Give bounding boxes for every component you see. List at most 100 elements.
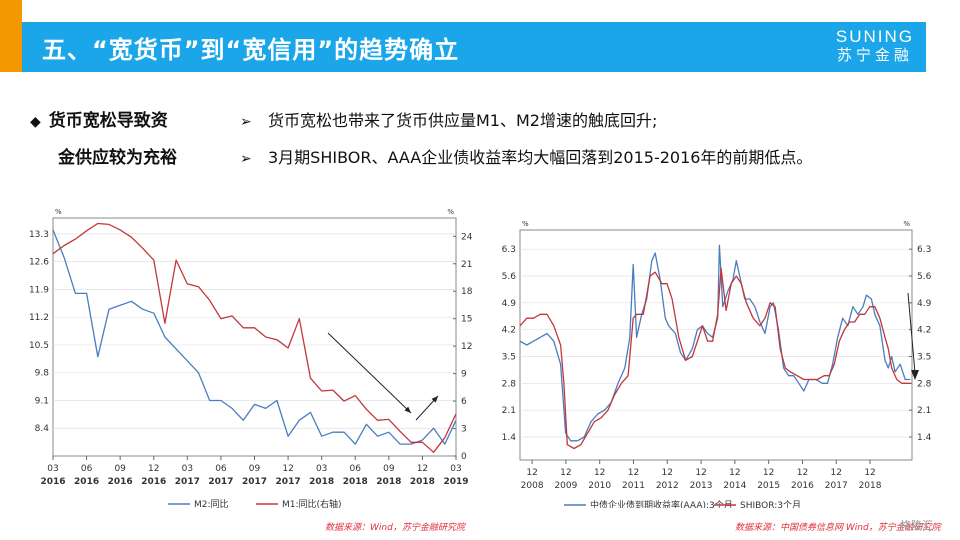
bullet-text: 货币宽松也带来了货币供应量M1、M2增速的触底回升; — [268, 111, 658, 130]
x-tick-label-year: 2017 — [276, 477, 301, 487]
y-right-unit: % — [447, 208, 454, 216]
y-right-tick-label: 2.1 — [917, 406, 931, 416]
x-tick-label-year: 2016 — [40, 477, 65, 487]
arrow-bullet-icon: ➢ — [240, 114, 252, 130]
x-tick-label-year: 2014 — [723, 481, 746, 491]
y-left-tick-label: 4.9 — [502, 299, 517, 309]
y-left-tick-label: 5.6 — [502, 272, 517, 282]
y-right-tick-label: 1.4 — [917, 433, 932, 443]
x-tick-label-month: 03 — [182, 464, 193, 474]
x-tick-label-month: 06 — [350, 464, 362, 474]
x-tick-label-month: 09 — [249, 464, 261, 474]
legend-label: 中债企业债到期收益率(AAA):3个月 — [590, 499, 733, 508]
y-right-tick-label: 24 — [461, 232, 473, 242]
x-tick-label-month: 12 — [729, 468, 740, 478]
y-left-tick-label: 11.2 — [29, 313, 49, 323]
trend-arrow-up-head — [431, 396, 438, 403]
y-right-tick-label: 4.2 — [917, 326, 931, 336]
y-right-tick-label: 4.9 — [917, 299, 932, 309]
chart-shibor-aaa-svg: 1.4 2.1 2.8 3.5 4.2 4.9 5.6 6.3% 1.4 2.1 2.8 3.5 4.2… — [502, 220, 932, 508]
x-tick-label-year: 2017 — [242, 477, 267, 487]
y-right-tick-label: 3 — [461, 425, 467, 435]
x-tick-label-year: 2009 — [554, 481, 577, 491]
x-tick-label-year: 2012 — [656, 481, 679, 491]
bullet-text: 3月期SHIBOR、AAA企业债收益率均大幅回落到2015-2016年的前期低点… — [268, 148, 813, 167]
x-tick-label-year: 2016 — [108, 477, 133, 487]
x-tick-label-month: 12 — [594, 468, 605, 478]
slide-title: 五、“宽货币”到“宽信用”的趋势确立 — [42, 36, 460, 64]
diamond-bullet-icon: ◆ — [30, 114, 41, 130]
x-tick-label-year: 2017 — [208, 477, 233, 487]
y-left-tick-label: 8.4 — [35, 424, 50, 434]
x-tick-label-month: 12 — [831, 468, 842, 478]
trend-arrow-down-head — [911, 370, 919, 380]
suning-logo: SUNING 苏宁金融 — [836, 28, 914, 65]
x-tick-label-year: 2016 — [141, 477, 166, 487]
series-line-1 — [519, 267, 911, 450]
y-right-tick-label: 5.6 — [917, 272, 932, 282]
y-left-tick-label: 1.4 — [502, 433, 517, 443]
y-right-tick-label: 15 — [461, 315, 472, 325]
y-right-tick-label: 6 — [461, 397, 467, 407]
y-right-tick-label: 12 — [461, 342, 472, 352]
section-title-line1: 货币宽松导致资 — [48, 111, 168, 131]
y-left-tick-label: 2.8 — [502, 379, 517, 389]
section-title-line2: 金供应较为充裕 — [58, 148, 177, 168]
x-tick-label-year: 2018 — [859, 481, 882, 491]
y-right-tick-label: 2.8 — [917, 379, 932, 389]
bullet-list: ➢ 货币宽松也带来了货币供应量M1、M2增速的触底回升; ➢ 3月期SHIBOR、A… — [240, 103, 812, 177]
x-tick-label-month: 03 — [450, 464, 461, 474]
x-tick-label-year: 2011 — [622, 481, 645, 491]
legend-label: M1:同比(右轴) — [282, 498, 342, 508]
chart-source-left: 数据来源：Wind，苏宁金融研究院 — [325, 523, 465, 533]
x-tick-label-year: 2013 — [690, 481, 713, 491]
chart-m1-m2-svg: 8.49.19.810.511.211.912.613.3%0369121518… — [29, 208, 473, 508]
x-tick-label-month: 12 — [148, 464, 159, 474]
x-tick-label-month: 12 — [662, 468, 673, 478]
y-left-tick-label: 2.1 — [502, 406, 516, 416]
plot-frame — [52, 217, 457, 457]
x-tick-label-year: 2018 — [343, 477, 368, 487]
trend-arrow-down — [907, 292, 916, 374]
x-tick-label-year: 2016 — [791, 481, 814, 491]
y-left-tick-label: 9.1 — [35, 396, 49, 406]
arrow-bullet-icon: ➢ — [240, 151, 252, 167]
x-tick-label-month: 03 — [47, 464, 58, 474]
y-left-tick-label: 6.3 — [502, 245, 516, 255]
y-right-tick-label: 3.5 — [917, 353, 931, 363]
y-right-tick-label: 9 — [461, 370, 467, 380]
y-left-unit: % — [55, 208, 62, 216]
x-tick-label-month: 12 — [417, 464, 428, 474]
y-right-tick-label: 18 — [461, 287, 473, 297]
watermark: 格隆汇 — [900, 519, 933, 532]
x-tick-label-month: 12 — [695, 468, 706, 478]
x-tick-label-month: 12 — [560, 468, 571, 478]
x-tick-label-month: 03 — [316, 464, 327, 474]
x-tick-label-month: 09 — [383, 464, 395, 474]
x-tick-label-year: 2016 — [74, 477, 99, 487]
x-tick-label-month: 12 — [763, 468, 774, 478]
x-tick-label-month: 09 — [114, 464, 126, 474]
logo-text-cn: 苏宁金融 — [836, 46, 913, 64]
y-left-tick-label: 3.5 — [502, 353, 516, 363]
x-tick-label-year: 2019 — [443, 477, 468, 487]
legend-label: M2:同比 — [194, 498, 229, 508]
x-tick-label-year: 2018 — [410, 477, 435, 487]
y-right-unit: % — [903, 220, 910, 228]
x-tick-label-month: 12 — [864, 468, 875, 478]
x-tick-label-year: 2017 — [175, 477, 200, 487]
x-tick-label-year: 2015 — [757, 481, 780, 491]
x-tick-label-month: 06 — [215, 464, 227, 474]
x-tick-label-year: 2008 — [521, 481, 544, 491]
y-left-tick-label: 11.9 — [29, 285, 49, 295]
header-bar: 五、“宽货币”到“宽信用”的趋势确立 SUNING 苏宁金融 — [22, 22, 926, 72]
y-left-tick-label: 12.6 — [29, 258, 49, 268]
orange-accent-block — [0, 0, 22, 72]
y-right-tick-label: 6.3 — [917, 245, 931, 255]
series-line-1 — [52, 222, 457, 453]
y-left-unit: % — [522, 220, 529, 228]
x-tick-label-month: 12 — [526, 468, 537, 478]
legend-label: SHIBOR:3个月 — [740, 500, 801, 508]
chart-shibor-aaa: 1.4 2.1 2.8 3.5 4.2 4.9 5.6 6.3% 1.4 2.1 2.8 3.5 4.2… — [488, 208, 948, 508]
series-line-0 — [52, 229, 457, 445]
